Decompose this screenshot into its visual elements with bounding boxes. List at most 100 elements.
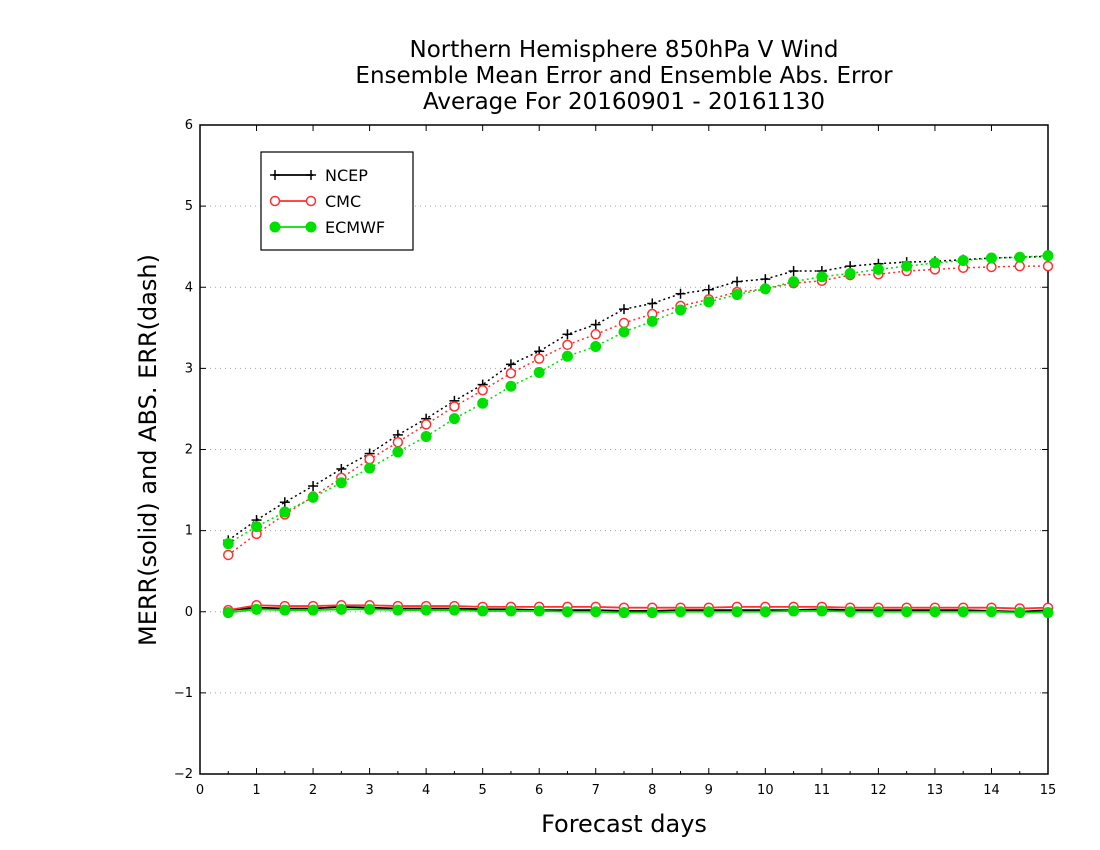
grid-lines [200, 205, 1048, 694]
point-abs-err-ecmwf [929, 257, 941, 269]
x-tick-label: 0 [196, 783, 204, 798]
point-abs-err-cmc [618, 317, 630, 329]
point-abs-err-ecmwf [420, 431, 432, 443]
point-abs-err-cmc [1014, 260, 1025, 272]
y-tick-label: 1 [185, 524, 193, 539]
x-tick-label: 1 [252, 783, 260, 798]
point-abs-err-ecmwf [901, 260, 913, 272]
point-abs-err-ecmwf [590, 340, 602, 352]
y-tick-label: 3 [185, 361, 193, 376]
point-mean-err-ecmwf [307, 604, 319, 616]
point-abs-err-ecmwf [788, 276, 800, 288]
chart-title-line-3: Average For 20160901 - 20161130 [422, 89, 826, 115]
point-abs-err-ecmwf [392, 446, 404, 458]
legend-marker-start-ecmwf [269, 221, 281, 233]
x-tick-label: 6 [535, 783, 543, 798]
point-abs-err-ecmwf [533, 366, 545, 378]
series-line-abs-err-ncep [227, 255, 1049, 541]
point-mean-err-ecmwf [1042, 607, 1054, 619]
point-mean-err-ecmwf [901, 606, 913, 618]
chart-title-line-2: Ensemble Mean Error and Ensemble Abs. Er… [355, 63, 893, 89]
point-mean-err-ecmwf [1014, 607, 1026, 619]
point-mean-err-ecmwf [788, 605, 800, 617]
point-abs-err-ncep [760, 274, 771, 285]
point-abs-err-ncep [675, 288, 686, 299]
point-abs-err-ncep [562, 329, 573, 340]
legend-label-cmc: CMC [325, 192, 361, 211]
point-abs-err-ecmwf [448, 413, 460, 425]
point-abs-err-ecmwf [957, 254, 969, 266]
point-mean-err-ecmwf [420, 604, 432, 616]
x-tick-label: 4 [422, 783, 430, 798]
x-tick-label: 2 [309, 783, 317, 798]
point-abs-err-ecmwf [477, 397, 489, 409]
point-abs-err-ecmwf [1014, 251, 1026, 263]
point-abs-err-ecmwf [251, 521, 263, 533]
legend-marker-start-ncep [270, 170, 280, 180]
point-abs-err-ecmwf [307, 491, 319, 503]
point-mean-err-ecmwf [703, 606, 715, 618]
x-tick-label: 13 [927, 783, 944, 798]
point-abs-err-ncep [788, 266, 799, 277]
point-mean-err-ecmwf [505, 605, 517, 617]
y-axis-label: MERR(solid) and ABS. ERR(dash) [134, 254, 162, 646]
point-abs-err-cmc [364, 453, 375, 465]
point-abs-err-ecmwf [759, 283, 771, 295]
point-abs-err-cmc [590, 329, 601, 340]
y-tick-label: 5 [185, 199, 193, 214]
point-abs-err-ecmwf [364, 462, 376, 474]
point-abs-err-ecmwf [335, 477, 347, 489]
point-abs-err-ncep [279, 497, 290, 508]
point-abs-err-cmc [986, 261, 997, 273]
point-mean-err-ecmwf [844, 606, 856, 618]
legend-marker-end-ecmwf [305, 221, 317, 233]
legend-marker-end-cmc [305, 195, 317, 207]
point-abs-err-ecmwf [561, 350, 573, 362]
point-abs-err-cmc [477, 385, 488, 396]
point-abs-err-ecmwf [618, 326, 630, 338]
y-tick-label: 2 [185, 443, 193, 458]
legend-label-ncep: NCEP [325, 166, 368, 185]
point-abs-err-ecmwf [985, 252, 997, 264]
point-abs-err-ncep [703, 284, 714, 295]
point-mean-err-ecmwf [646, 607, 658, 619]
point-abs-err-cmc [223, 549, 234, 561]
point-mean-err-ecmwf [731, 606, 743, 618]
point-abs-err-ecmwf [1042, 250, 1054, 262]
point-abs-err-ecmwf [505, 380, 517, 392]
x-tick-label: 8 [648, 783, 656, 798]
x-tick-label: 7 [592, 783, 600, 798]
point-abs-err-ecmwf [872, 263, 884, 275]
x-axis-label: Forecast days [541, 810, 707, 838]
point-abs-err-ncep [308, 481, 319, 492]
point-mean-err-ecmwf [477, 605, 489, 617]
x-tick-label: 12 [870, 783, 887, 798]
point-abs-err-ncep [505, 359, 516, 370]
point-mean-err-ecmwf [335, 603, 347, 615]
point-abs-err-cmc [533, 353, 545, 364]
point-mean-err-ecmwf [222, 607, 234, 619]
series-line-abs-err-ecmwf [227, 254, 1049, 545]
chart-title-line-1: Northern Hemisphere 850hPa V Wind [409, 37, 839, 63]
x-tick-label: 9 [705, 783, 713, 798]
point-abs-err-ecmwf [279, 506, 291, 518]
point-abs-err-ncep [336, 463, 347, 474]
point-abs-err-ecmwf [844, 267, 856, 279]
point-mean-err-ecmwf [561, 606, 573, 618]
point-mean-err-ecmwf [251, 603, 263, 615]
series-line-abs-err-cmc [227, 265, 1048, 556]
point-abs-err-ncep [732, 276, 743, 287]
point-abs-err-cmc [392, 436, 404, 448]
point-abs-err-ecmwf [816, 271, 828, 283]
point-abs-err-ncep [647, 298, 658, 309]
x-tick-label: 3 [365, 783, 373, 798]
point-mean-err-ecmwf [985, 606, 997, 618]
point-abs-err-cmc [420, 419, 432, 430]
series-layer [222, 250, 1054, 619]
point-mean-err-ecmwf [533, 605, 545, 617]
point-abs-err-ecmwf [703, 296, 715, 308]
point-abs-err-ncep [619, 304, 629, 315]
x-tick-label: 10 [757, 783, 774, 798]
